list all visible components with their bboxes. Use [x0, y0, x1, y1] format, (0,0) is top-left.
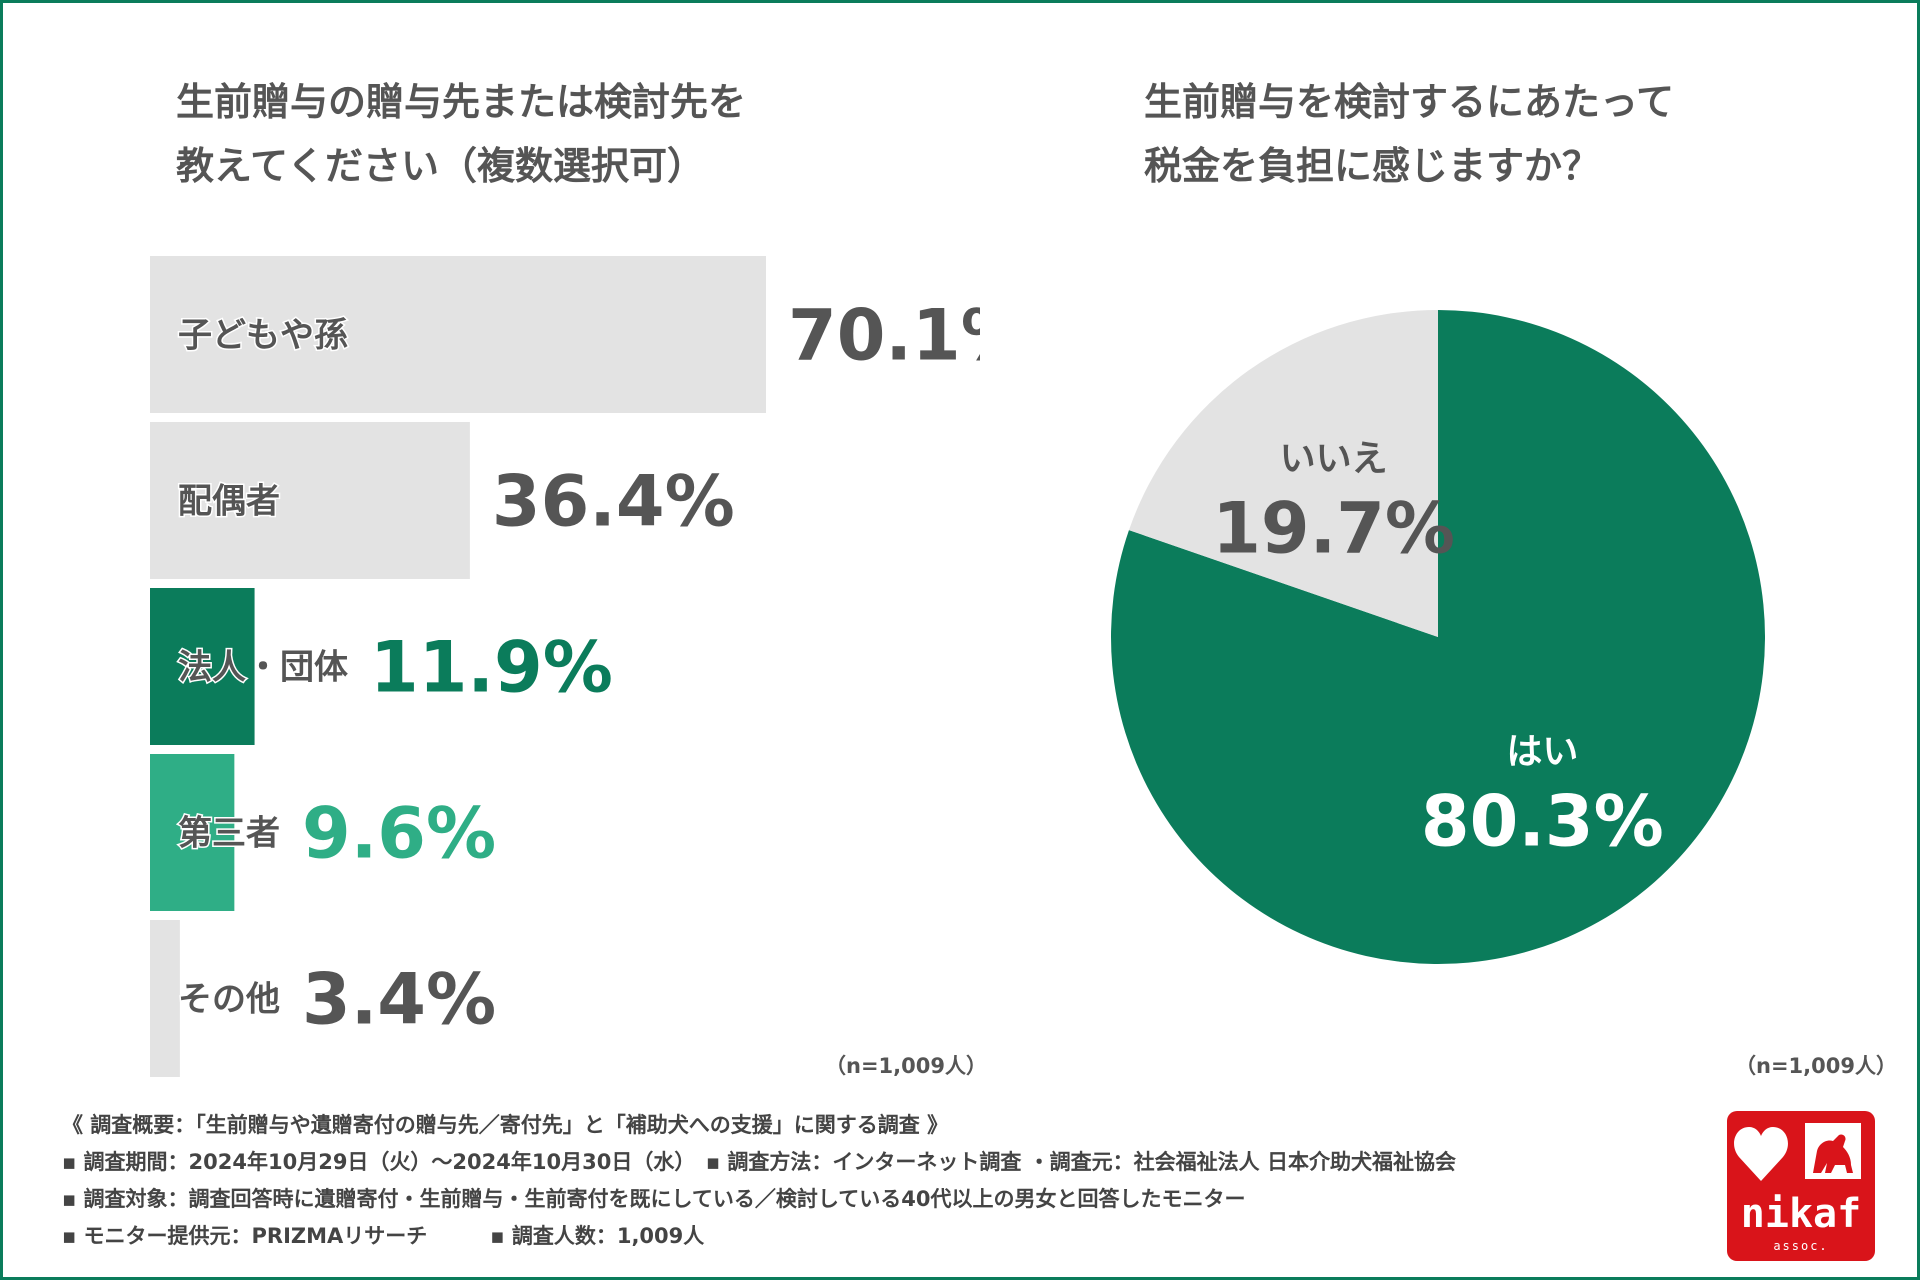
pie-slice-value: 80.3% — [1421, 780, 1664, 862]
footer-line: 《 調査概要：「生前贈与や遺贈寄付の贈与先／寄付先」と「補助犬への支援」に関する… — [62, 1113, 949, 1137]
pie-title-line-2: 税金を負担に感じますか？ — [1144, 144, 1601, 188]
pie-slice-label: はい — [1506, 731, 1578, 772]
pie-slice-value: 19.7% — [1212, 488, 1455, 570]
bar-title-line-1: 生前贈与の贈与先または検討先を — [176, 80, 747, 124]
survey-footer: 《 調査概要：「生前贈与や遺贈寄付の贈与先／寄付先」と「補助犬への支援」に関する… — [62, 1107, 1456, 1255]
logo-sub: assoc. — [1773, 1239, 1829, 1253]
bar-value-label: 70.1% — [788, 295, 980, 377]
bar — [150, 256, 766, 413]
bar-category-label: 第三者 — [178, 814, 280, 854]
logo-word: nikaf — [1740, 1191, 1862, 1237]
pie-title-line-1: 生前贈与を検討するにあたって — [1144, 80, 1675, 124]
pie-chart: はい 80.3% いいえ 19.7% — [1111, 310, 1765, 964]
pie-slice-label: いいえ — [1280, 439, 1388, 480]
dog-icon — [1813, 1134, 1853, 1173]
bar-category-label: その他 — [178, 980, 280, 1020]
bar-chart: 子どもや孫 70.1% 配偶者 36.4% 法人・団体 11.9% 第三者 9.6% その他 3.… — [150, 256, 980, 1077]
bar — [150, 920, 180, 1077]
bar-chart-note: （n=1,009人） — [825, 1054, 987, 1078]
bar-value-label: 9.6% — [302, 793, 496, 875]
bar-value-label: 36.4% — [492, 461, 735, 543]
bar-category-label: 法人・団体 — [178, 648, 348, 688]
bar-title-line-2: 教えてください（複数選択可） — [176, 144, 705, 188]
bar — [150, 588, 255, 745]
footer-line: ▪ モニター提供元：PRIZMAリサーチ ▪ 調査人数：1,009人 — [62, 1224, 705, 1248]
pie-slice — [1128, 310, 1438, 637]
bar-category-label: 子どもや孫 — [178, 316, 348, 356]
pie-chart-note: （n=1,009人） — [1735, 1054, 1897, 1078]
heart-icon — [1734, 1127, 1788, 1181]
bar — [150, 422, 470, 579]
bar-value-label: 11.9% — [370, 627, 613, 709]
logo-icons — [1734, 1123, 1861, 1181]
footer-line: ▪ 調査期間：2024年10月29日（火）～2024年10月30日（水） ▪ 調… — [62, 1150, 1456, 1174]
pie-chart-title: 生前贈与を検討するにあたって 税金を負担に感じますか？ — [1144, 70, 1674, 198]
bar-category-label: 配偶者 — [178, 482, 280, 522]
bar — [150, 754, 235, 911]
nikaf-logo: nikaf assoc. — [1727, 1111, 1875, 1261]
bar-value-label: 3.4% — [302, 959, 496, 1041]
footer-line: ▪ 調査対象：調査回答時に遺贈寄付・生前贈与・生前寄付を既にしている／検討してい… — [62, 1187, 1246, 1211]
bar-chart-title: 生前贈与の贈与先または検討先を 教えてください（複数選択可） — [176, 70, 746, 198]
